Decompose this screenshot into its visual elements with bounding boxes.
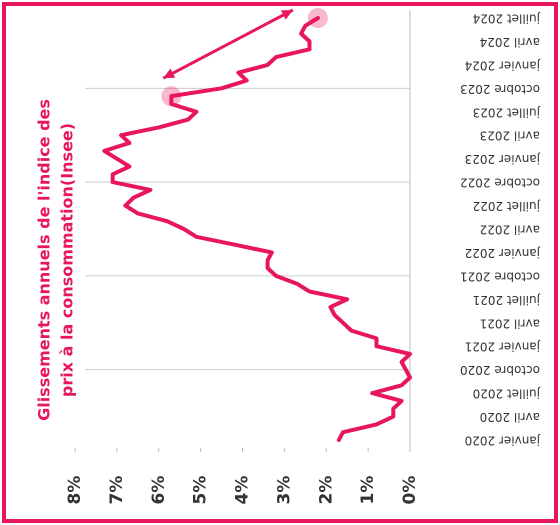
y-tick-label: 7%: [107, 476, 127, 505]
x-tick-label: juillet 2021: [473, 293, 541, 307]
y-tick-label: 4%: [233, 476, 253, 505]
x-tick-label: avril 2022: [480, 223, 540, 237]
arrow: [162, 8, 294, 80]
x-tick-label: juillet 2023: [473, 105, 541, 119]
x-tick-label: avril 2021: [480, 316, 540, 330]
chart-title: Glissements annuels de l'indice des: [35, 99, 54, 421]
y-tick-label: 6%: [149, 476, 169, 505]
chart-title: prix à la consommation(Insee): [58, 123, 77, 397]
x-tick-label: janvier 2023: [465, 152, 541, 166]
x-tick-label: juillet 2024: [473, 12, 541, 26]
y-tick-label: 1%: [358, 476, 378, 505]
x-tick-label: avril 2023: [480, 129, 540, 143]
line: [102, 16, 412, 442]
x-tick-label: janvier 2020: [465, 434, 541, 448]
x-tick-label: octobre 2023: [460, 82, 540, 96]
y-tick-label: 2%: [316, 476, 336, 505]
x-tick-label: janvier 2022: [465, 246, 541, 260]
x-tick-label: juillet 2020: [473, 387, 541, 401]
x-tick-label: avril 2020: [480, 410, 540, 424]
arrow-head: [280, 10, 293, 20]
x-tick-label: juillet 2022: [473, 199, 541, 213]
y-tick-label: 5%: [191, 476, 211, 505]
y-tick-label: 3%: [274, 476, 294, 505]
x-tick-label: octobre 2021: [460, 269, 540, 283]
y-tick-label: 0%: [400, 476, 420, 505]
x-tick-label: janvier 2024: [465, 58, 541, 72]
y-tick-label: 8%: [65, 476, 85, 505]
arrow-head: [163, 68, 176, 79]
x-tick-label: octobre 2020: [460, 363, 540, 377]
x-tick-label: avril 2024: [480, 35, 540, 49]
x-tick-label: octobre 2022: [460, 176, 540, 190]
x-tick-label: janvier 2021: [465, 340, 541, 354]
